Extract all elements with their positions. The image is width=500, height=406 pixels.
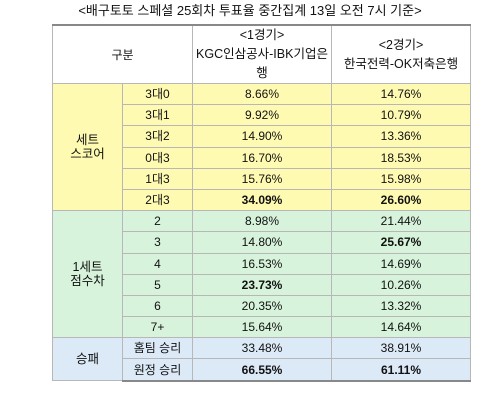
row-label: 3대0 — [122, 82, 193, 106]
table-row: 1대3 15.76% 15.98% — [53, 167, 471, 190]
game2-value: 38.91% — [331, 337, 471, 360]
category-header: 구분 — [52, 24, 193, 84]
game1-value: 16.70% — [192, 146, 332, 169]
game1-value: 15.76% — [192, 167, 332, 190]
game2-value-highlight: 25.67% — [331, 231, 471, 254]
game2-value-highlight: 61.11% — [331, 358, 471, 382]
table-row: 승패 홈팀 승리 33.48% 38.91% — [52, 337, 471, 382]
page-title: <배구토토 스페셜 25회차 투표율 중간집계 13일 오전 7시 기준> — [78, 3, 422, 18]
section-point-diff-label: 1세트 점수차 — [52, 210, 123, 339]
game1-value-highlight: 34.09% — [192, 188, 332, 212]
vote-rate-table: 구분 <1경기> KGC인삼공사-IBK기업은행 <2경기> 한국전력-OK저축… — [52, 24, 471, 382]
row-label: 원정 승리 — [122, 358, 193, 382]
table-row: 2대3 34.09% 26.60% — [53, 188, 471, 212]
table-row: 1세트 점수차 2 8.98% 21.44% — [52, 210, 471, 339]
section-label-line: 1세트 — [72, 260, 103, 275]
game1-value: 14.90% — [192, 125, 332, 148]
section-label-line: 점수차 — [70, 274, 105, 289]
game1-value-highlight: 23.73% — [192, 273, 332, 296]
row-label: 0대3 — [122, 146, 193, 169]
row-label: 3 — [122, 231, 193, 254]
table-row: 원정 승리 66.55% 61.11% — [53, 358, 471, 382]
section-label-line: 승패 — [75, 352, 99, 367]
row-label: 7+ — [122, 316, 193, 339]
row-label: 2대3 — [122, 188, 193, 212]
section-label-line: 세트 — [75, 133, 99, 148]
game1-value: 20.35% — [192, 294, 332, 318]
game2-header: <2경기> 한국전력-OK저축은행 — [331, 24, 471, 84]
game2-value: 21.44% — [331, 210, 471, 233]
game2-value: 10.26% — [331, 273, 471, 296]
table-row: 7+ 15.64% 14.64% — [53, 316, 471, 339]
game1-value-highlight: 66.55% — [192, 358, 332, 382]
game1-value: 15.64% — [192, 316, 332, 339]
game1-value: 33.48% — [192, 337, 332, 360]
game2-number: <2경기> — [378, 37, 424, 52]
game2-value: 10.79% — [331, 104, 471, 127]
game1-header: <1경기> KGC인삼공사-IBK기업은행 — [192, 24, 332, 84]
row-label: 3대1 — [122, 104, 193, 127]
game2-value: 14.64% — [331, 316, 471, 339]
game2-teams: 한국전력-OK저축은행 — [343, 56, 459, 71]
section-label-line: 스코어 — [70, 147, 105, 162]
game1-value: 9.92% — [192, 104, 332, 127]
table-row: 4 16.53% 14.69% — [53, 252, 471, 275]
row-label: 3대2 — [122, 125, 193, 148]
game1-value: 14.80% — [192, 231, 332, 254]
table-row: 6 20.35% 13.32% — [53, 294, 471, 318]
game1-value: 16.53% — [192, 252, 332, 275]
game2-value: 14.76% — [331, 82, 471, 106]
game1-number: <1경기> — [239, 28, 285, 42]
section-set-score-label: 세트 스코어 — [52, 82, 123, 212]
row-label: 1대3 — [122, 167, 193, 190]
row-label: 2 — [122, 210, 193, 233]
row-label: 6 — [122, 294, 193, 318]
game2-value: 15.98% — [331, 167, 471, 190]
game1-teams: KGC인삼공사-IBK기업은행 — [196, 47, 328, 80]
row-label: 4 — [122, 252, 193, 275]
table-row: 세트 스코어 3대0 8.66% 14.76% — [52, 82, 471, 212]
section-win-loss-label: 승패 — [52, 337, 123, 382]
table-row: 3대2 14.90% 13.36% — [53, 125, 471, 148]
row-label: 홈팀 승리 — [122, 337, 193, 360]
game2-value: 14.69% — [331, 252, 471, 275]
table-header-row: 구분 <1경기> KGC인삼공사-IBK기업은행 <2경기> 한국전력-OK저축… — [52, 24, 471, 84]
game2-value: 13.32% — [331, 294, 471, 318]
game2-value: 13.36% — [331, 125, 471, 148]
row-label: 5 — [122, 273, 193, 296]
game2-value-highlight: 26.60% — [331, 188, 471, 212]
game1-value: 8.98% — [192, 210, 332, 233]
table-row: 3대1 9.92% 10.79% — [53, 104, 471, 127]
game1-value: 8.66% — [192, 82, 332, 106]
table-row: 3 14.80% 25.67% — [53, 231, 471, 254]
game2-value: 18.53% — [331, 146, 471, 169]
